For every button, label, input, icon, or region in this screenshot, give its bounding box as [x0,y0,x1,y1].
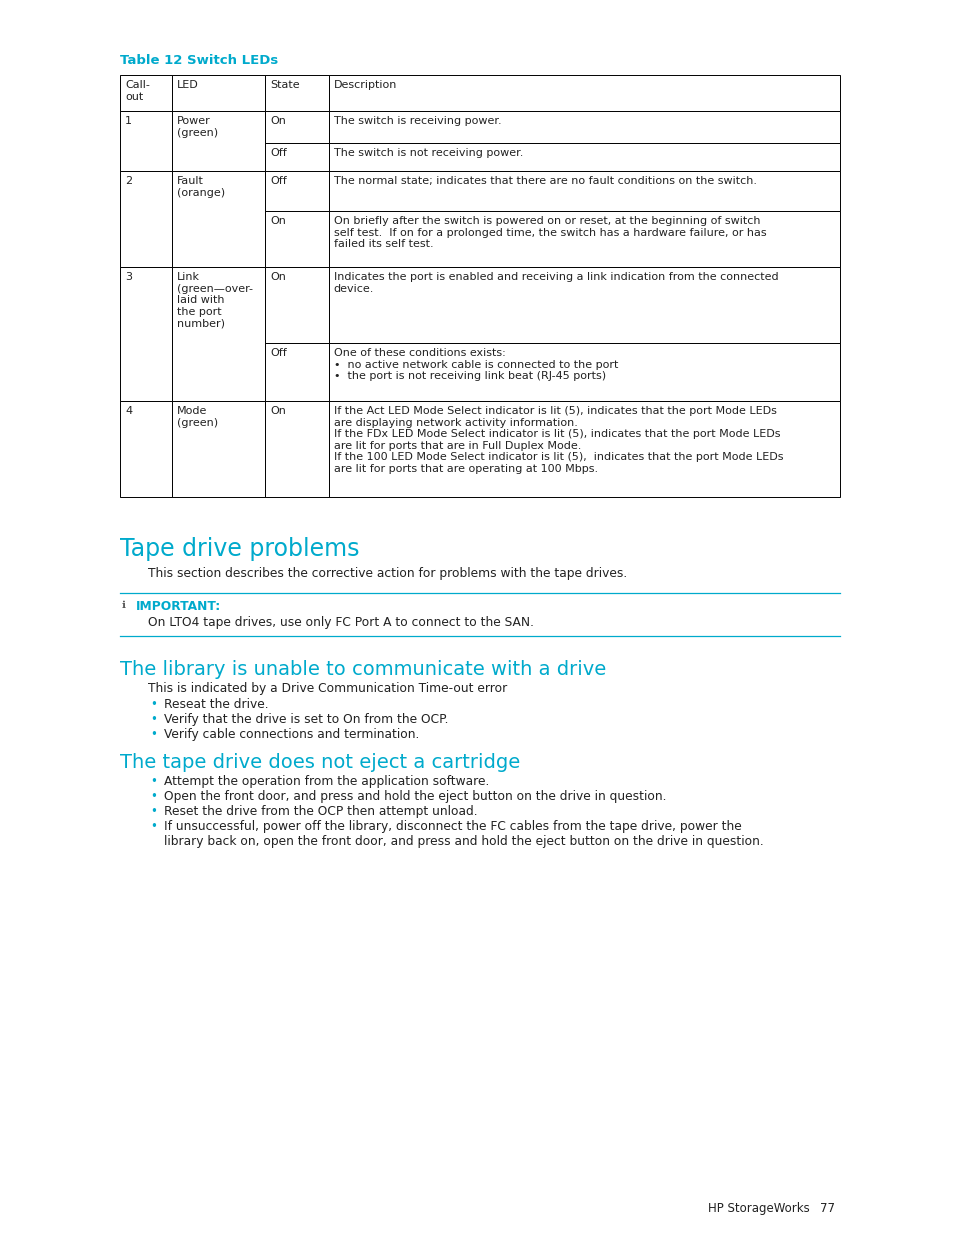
Text: On: On [270,116,286,126]
Text: Table 12 Switch LEDs: Table 12 Switch LEDs [120,54,278,67]
Text: On: On [270,272,286,282]
Text: Indicates the port is enabled and receiving a link indication from the connected: Indicates the port is enabled and receiv… [334,272,778,294]
Bar [265,170,329,211]
Bar [329,170,840,211]
Text: Tape drive problems: Tape drive problems [120,537,359,561]
Text: •: • [150,790,156,803]
Bar [265,75,329,111]
Text: Off: Off [270,348,287,358]
Text: 4: 4 [125,406,132,416]
Text: Open the front door, and press and hold the eject button on the drive in questio: Open the front door, and press and hold … [164,790,666,803]
Text: If unsuccessful, power off the library, disconnect the FC cables from the tape d: If unsuccessful, power off the library, … [164,820,763,848]
Bar [265,143,329,170]
Text: This is indicated by a Drive Communication Time-out error: This is indicated by a Drive Communicati… [148,682,507,695]
Bar [265,267,329,343]
Text: •: • [150,698,156,711]
Text: •: • [150,805,156,818]
Text: The library is unable to communicate with a drive: The library is unable to communicate wit… [120,659,605,679]
Bar [265,401,329,496]
Bar [329,211,840,267]
Text: The switch is receiving power.: The switch is receiving power. [334,116,501,126]
Text: Attempt the operation from the application software.: Attempt the operation from the applicati… [164,776,489,788]
Text: Off: Off [270,177,287,186]
Text: Fault
(orange): Fault (orange) [176,177,225,198]
Text: This section describes the corrective action for problems with the tape drives.: This section describes the corrective ac… [148,567,626,580]
Text: If the Act LED Mode Select indicator is lit (5), indicates that the port Mode LE: If the Act LED Mode Select indicator is … [334,406,782,474]
Text: Mode
(green): Mode (green) [176,406,217,427]
Bar [329,143,840,170]
Text: Verify that the drive is set to On from the OCP.: Verify that the drive is set to On from … [164,713,448,726]
Bar [265,111,329,143]
Text: The tape drive does not eject a cartridge: The tape drive does not eject a cartridg… [120,753,519,772]
Text: On LTO4 tape drives, use only FC Port A to connect to the SAN.: On LTO4 tape drives, use only FC Port A … [148,616,534,629]
Bar [120,170,172,267]
Bar [329,111,840,143]
Text: State: State [270,80,300,90]
Text: Power
(green): Power (green) [176,116,217,137]
Text: On: On [270,216,286,226]
Text: LED: LED [176,80,198,90]
Text: •: • [150,713,156,726]
Text: •: • [150,820,156,832]
Text: •: • [150,776,156,788]
Bar [329,75,840,111]
Text: On briefly after the switch is powered on or reset, at the beginning of switch
s: On briefly after the switch is powered o… [334,216,765,249]
Bar [265,343,329,401]
Text: Reset the drive from the OCP then attempt unload.: Reset the drive from the OCP then attemp… [164,805,477,818]
Text: Off: Off [270,148,287,158]
Text: IMPORTANT:: IMPORTANT: [136,600,221,613]
Text: 1: 1 [125,116,132,126]
Text: Reseat the drive.: Reseat the drive. [164,698,269,711]
Text: Link
(green—over-
laid with
the port
number): Link (green—over- laid with the port num… [176,272,253,329]
Bar [172,75,265,111]
Bar [120,75,172,111]
Text: On: On [270,406,286,416]
Bar [265,211,329,267]
Text: Verify cable connections and termination.: Verify cable connections and termination… [164,727,419,741]
Text: HP StorageWorks: HP StorageWorks [707,1202,809,1215]
Text: ℹ: ℹ [122,600,126,610]
Text: •: • [150,727,156,741]
Bar [172,267,265,401]
Bar [172,111,265,170]
Bar [172,401,265,496]
Bar [120,401,172,496]
Text: The switch is not receiving power.: The switch is not receiving power. [334,148,522,158]
Text: 77: 77 [820,1202,834,1215]
Bar [329,267,840,343]
Text: 2: 2 [125,177,132,186]
Bar [329,401,840,496]
Bar [120,111,172,170]
Bar [120,267,172,401]
Text: Call-
out: Call- out [125,80,150,101]
Text: 3: 3 [125,272,132,282]
Bar [172,170,265,267]
Bar [329,343,840,401]
Text: Description: Description [334,80,396,90]
Text: The normal state; indicates that there are no fault conditions on the switch.: The normal state; indicates that there a… [334,177,756,186]
Text: One of these conditions exists:
•  no active network cable is connected to the p: One of these conditions exists: • no act… [334,348,618,382]
